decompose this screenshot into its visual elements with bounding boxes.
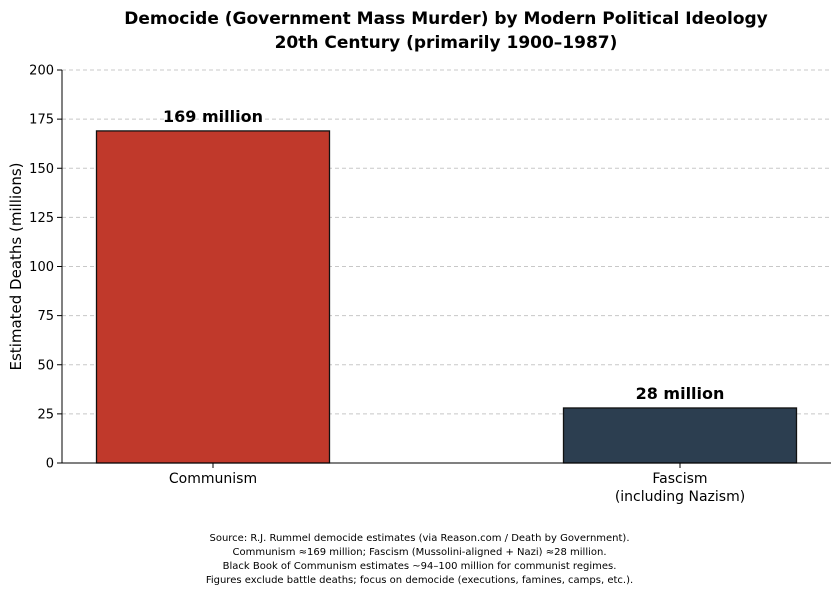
y-tick-label: 150 xyxy=(29,162,54,177)
axes: 0 25 50 75 100 125 150 175 200 Communism Fascism (i… xyxy=(29,64,831,505)
x-tick-label: Fascism xyxy=(652,471,707,487)
y-tick-label: 25 xyxy=(37,407,54,422)
bar xyxy=(562,407,798,464)
y-tick-label: 0 xyxy=(46,457,54,472)
source-footnote: Source: R.J. Rummel democide estimates (… xyxy=(0,532,839,588)
y-tick-label: 175 xyxy=(29,113,54,128)
data-labels: 169 million 28 million xyxy=(163,107,724,403)
y-tick-label: 75 xyxy=(37,309,54,324)
y-tick-label: 200 xyxy=(29,64,54,79)
footnote-line: Figures exclude battle deaths; focus on … xyxy=(205,575,634,586)
x-tick-label: (including Nazism) xyxy=(615,489,745,505)
chart-title-line: Democide (Government Mass Murder) by Mod… xyxy=(124,9,768,29)
y-tick-label: 50 xyxy=(37,358,54,373)
chart-title: Democide (Government Mass Murder) by Mod… xyxy=(124,9,768,53)
data-label: 28 million xyxy=(636,384,725,403)
footnote-line: Source: R.J. Rummel democide estimates (… xyxy=(209,533,630,544)
footnote-line: Black Book of Communism estimates ~94–10… xyxy=(222,561,617,572)
bar xyxy=(95,130,331,464)
y-tick-label: 125 xyxy=(29,211,54,226)
y-tick-label: 100 xyxy=(29,260,54,275)
footnote-line: Communism ≈169 million; Fascism (Mussoli… xyxy=(232,547,607,558)
y-axis-label: Estimated Deaths (millions) xyxy=(7,163,25,371)
x-tick-label: Communism xyxy=(169,471,257,487)
bars xyxy=(95,130,798,464)
data-label: 169 million xyxy=(163,107,263,126)
chart-subtitle-line: 20th Century (primarily 1900–1987) xyxy=(275,33,618,53)
